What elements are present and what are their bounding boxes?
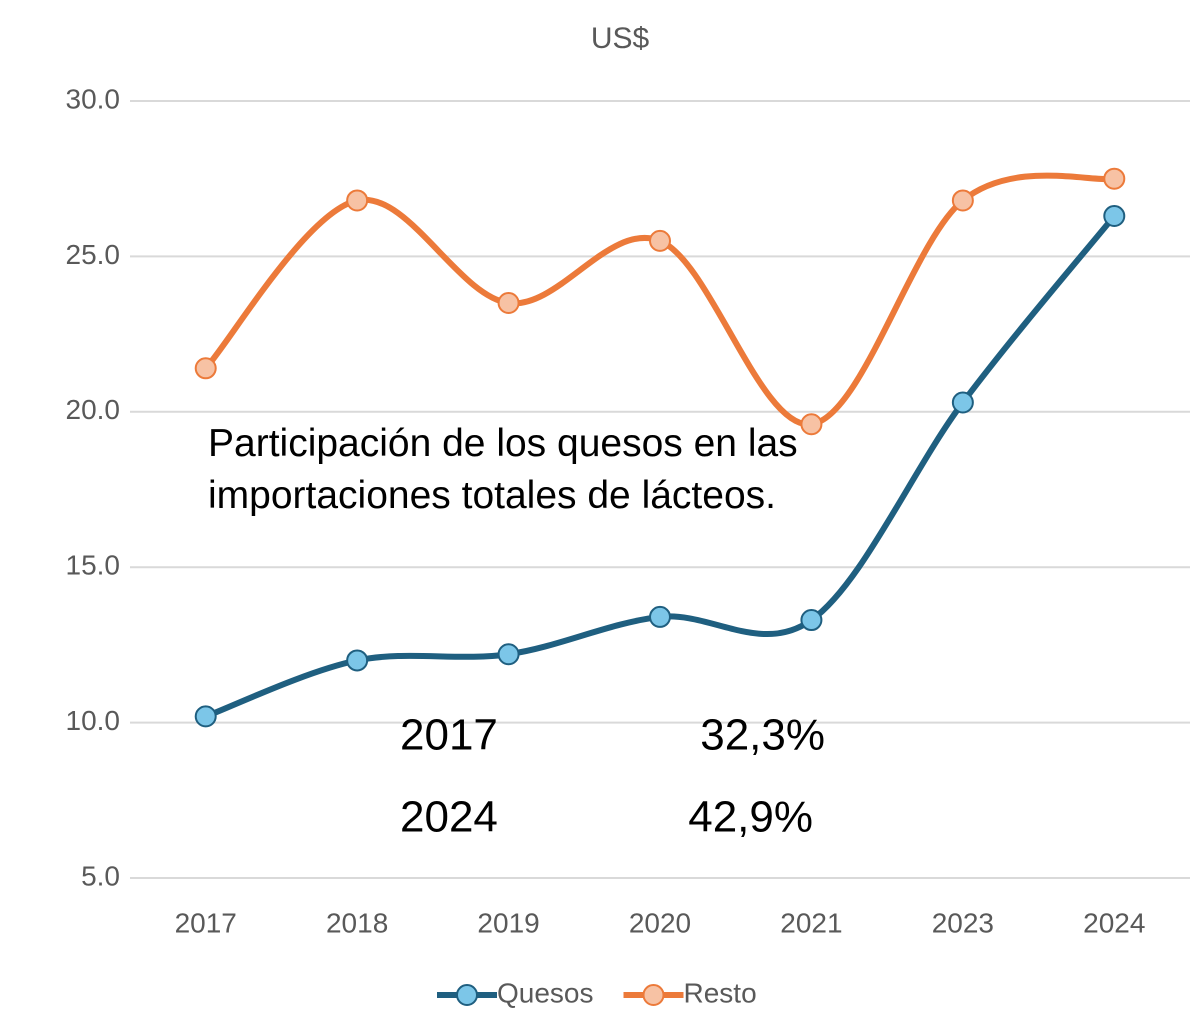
share-cell: 2017 <box>400 711 498 760</box>
y-tick-label: 20.0 <box>66 394 121 425</box>
y-tick-label: 5.0 <box>81 860 120 891</box>
x-tick-label: 2023 <box>932 907 994 938</box>
marker <box>1103 204 1126 227</box>
legend-marker <box>456 984 478 1006</box>
marker <box>346 649 369 672</box>
share-cell: 42,9% <box>688 793 813 842</box>
legend-marker <box>642 984 665 1006</box>
marker <box>800 413 823 436</box>
y-tick-label: 15.0 <box>66 550 121 581</box>
marker <box>194 705 217 728</box>
marker <box>497 292 520 315</box>
marker <box>649 229 671 252</box>
x-tick-label: 2019 <box>477 907 539 938</box>
x-tick-label: 2020 <box>629 907 691 938</box>
y-tick-label: 25.0 <box>66 239 121 270</box>
x-tick-label: 2024 <box>1083 907 1145 938</box>
x-tick-label: 2017 <box>175 907 237 938</box>
marker <box>800 609 823 632</box>
legend-label: Quesos <box>497 977 594 1008</box>
marker <box>951 189 974 212</box>
marker <box>649 605 671 628</box>
x-tick-label: 2018 <box>326 907 388 938</box>
marker <box>194 357 217 380</box>
marker <box>497 643 520 666</box>
legend-label: Resto <box>684 977 757 1008</box>
share-cell: 2024 <box>400 793 498 842</box>
marker <box>1103 167 1126 190</box>
marker <box>346 189 369 212</box>
y-tick-label: 10.0 <box>66 705 121 736</box>
x-tick-label: 2021 <box>780 907 842 938</box>
share-cell: 32,3% <box>700 711 825 760</box>
annotation: Participación de los quesos en las impor… <box>208 422 798 517</box>
marker <box>951 391 974 414</box>
chart-title: US$ <box>591 22 650 55</box>
y-tick-label: 30.0 <box>66 83 121 114</box>
